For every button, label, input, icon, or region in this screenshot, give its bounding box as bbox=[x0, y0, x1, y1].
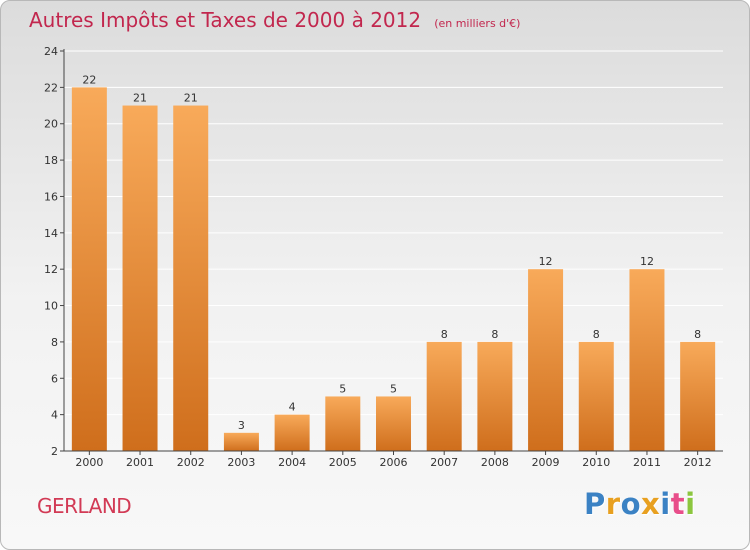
bar-value-label: 5 bbox=[390, 382, 397, 395]
chart-title: Autres Impôts et Taxes de 2000 à 2012 bbox=[29, 8, 422, 32]
logo-letter: o bbox=[620, 487, 642, 521]
y-tick-label: 12 bbox=[44, 263, 58, 276]
y-tick-label: 18 bbox=[44, 154, 58, 167]
x-tick-label: 2010 bbox=[582, 456, 610, 469]
bar bbox=[122, 105, 158, 451]
x-tick-label: 2003 bbox=[227, 456, 255, 469]
bar-value-label: 3 bbox=[238, 419, 245, 432]
x-tick-label: 2009 bbox=[532, 456, 560, 469]
x-tick-label: 2008 bbox=[481, 456, 509, 469]
logo-letter: x bbox=[641, 487, 661, 521]
bar-value-label: 8 bbox=[593, 328, 600, 341]
bar-value-label: 4 bbox=[289, 401, 296, 414]
logo-letter: t bbox=[670, 487, 686, 521]
bar-value-label: 12 bbox=[640, 255, 654, 268]
x-tick-label: 2002 bbox=[177, 456, 205, 469]
chart-subtitle: (en milliers d'€) bbox=[434, 17, 521, 30]
bar bbox=[477, 341, 513, 451]
y-tick-label: 20 bbox=[44, 118, 58, 131]
bar bbox=[426, 341, 462, 451]
bar-value-label: 8 bbox=[694, 328, 701, 341]
y-tick-label: 4 bbox=[51, 409, 58, 422]
x-tick-label: 2007 bbox=[430, 456, 458, 469]
bar bbox=[376, 396, 411, 451]
x-tick-label: 2000 bbox=[75, 456, 103, 469]
bar-value-label: 22 bbox=[82, 73, 96, 86]
y-tick-label: 8 bbox=[51, 336, 58, 349]
bar bbox=[173, 105, 209, 451]
x-tick-label: 2005 bbox=[329, 456, 357, 469]
bar-value-label: 12 bbox=[539, 255, 553, 268]
y-tick-label: 10 bbox=[44, 300, 58, 313]
y-tick-label: 14 bbox=[44, 227, 58, 240]
y-tick-label: 16 bbox=[44, 190, 58, 203]
bar bbox=[274, 414, 310, 451]
x-tick-label: 2006 bbox=[380, 456, 408, 469]
y-tick-label: 2 bbox=[51, 445, 58, 458]
y-tick-label: 24 bbox=[44, 45, 58, 58]
bar bbox=[578, 341, 614, 451]
title-row: Autres Impôts et Taxes de 2000 à 2012 (e… bbox=[29, 8, 520, 32]
x-tick-label: 2011 bbox=[633, 456, 661, 469]
proxiti-logo: Proxiti bbox=[584, 487, 696, 521]
logo-letter: P bbox=[584, 487, 606, 521]
bar bbox=[680, 341, 716, 451]
bar bbox=[528, 269, 564, 451]
bar-value-label: 8 bbox=[441, 328, 448, 341]
bar-value-label: 8 bbox=[491, 328, 498, 341]
x-tick-label: 2001 bbox=[126, 456, 154, 469]
x-tick-label: 2004 bbox=[278, 456, 306, 469]
logo-letter: i bbox=[685, 487, 696, 521]
y-tick-label: 22 bbox=[44, 81, 58, 94]
bar bbox=[71, 87, 107, 451]
commune-name: GERLAND bbox=[37, 494, 132, 518]
bar-value-label: 21 bbox=[184, 92, 198, 105]
bar-value-label: 21 bbox=[133, 92, 147, 105]
bar bbox=[223, 432, 259, 451]
x-tick-label: 2012 bbox=[684, 456, 712, 469]
logo-letter: r bbox=[605, 487, 621, 521]
bar bbox=[629, 269, 665, 451]
y-tick-label: 6 bbox=[51, 372, 58, 385]
bar-value-label: 5 bbox=[339, 382, 346, 395]
bar bbox=[325, 396, 361, 451]
logo-letter: i bbox=[660, 487, 671, 521]
